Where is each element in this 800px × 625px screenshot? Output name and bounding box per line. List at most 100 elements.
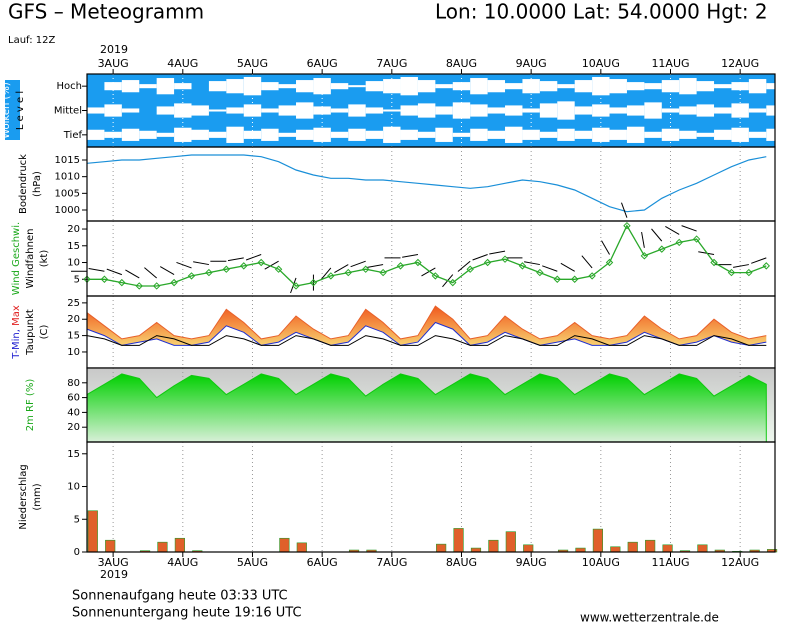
cloud-cover: [487, 107, 506, 114]
precip-bar: [279, 537, 290, 553]
axis-label-part: (mm): [32, 483, 43, 510]
panel-frame: [86, 295, 776, 369]
x-tick-label: 12AUG: [721, 57, 759, 70]
wind-barb: [144, 267, 157, 279]
cloud-cover: [714, 84, 732, 89]
wind-point: [379, 268, 387, 277]
axis-label-part: Bodendruck: [18, 154, 29, 214]
cloud-cover: [557, 84, 575, 89]
cloud-cover: [243, 77, 262, 96]
y-tick-label: 25: [67, 298, 80, 309]
precip-bar: [174, 537, 185, 553]
y-tick-label: 10: [67, 482, 80, 493]
cloud-cover: [609, 129, 627, 140]
axis-label-part: (kt): [39, 250, 50, 268]
wind-point: [100, 275, 109, 283]
cloud-cover: [348, 104, 366, 117]
wind-barb: [698, 251, 715, 256]
axis-label: (kt): [39, 250, 50, 268]
y-tick-label: 40: [67, 407, 80, 418]
cloud-cover: [156, 106, 175, 115]
cloud-cover: [470, 104, 488, 117]
wind-point: [640, 252, 649, 260]
wind-barb: [264, 260, 279, 270]
x-tick-label: 6AUG: [307, 556, 338, 569]
axis-label: Wolken (%): [1, 82, 12, 139]
wind-point: [135, 282, 143, 290]
y-tick-label: 20: [67, 314, 80, 325]
wind-barb: [601, 240, 610, 255]
x-tick-label: 3AUG: [98, 57, 129, 70]
cloud-cover: [714, 107, 732, 114]
wind-point: [501, 255, 509, 263]
y-tick-label: 5: [74, 274, 80, 285]
cloud-cover: [208, 109, 227, 112]
wind-barb: [245, 254, 262, 261]
axis-label: (hPa): [32, 171, 43, 197]
cloud-cover: [748, 79, 767, 94]
cloud-cover: [731, 103, 749, 118]
cloud-cover: [174, 127, 192, 142]
wind-barb: [472, 254, 488, 261]
cloud-cover: [696, 132, 715, 137]
cloud-cover: [278, 132, 297, 137]
run: Lauf: 12Z: [8, 35, 55, 46]
cloud-cover: [522, 129, 540, 140]
wind-point: [518, 262, 527, 270]
wind-point: [361, 265, 370, 273]
cloud-cover: [383, 126, 401, 143]
y-tick-label: 20: [67, 224, 80, 235]
precip-bar: [87, 510, 98, 553]
y-tick-label: 5: [74, 514, 80, 525]
cloud-cover: [121, 80, 140, 93]
location: Lon: 10.0000 Lat: 54.0000 Hgt: 2: [435, 0, 768, 24]
cloud-cover: [87, 107, 105, 114]
cloud-cover: [296, 80, 314, 93]
cloud-cover: [696, 104, 715, 117]
cloud-cover: [731, 82, 749, 91]
wind-point: [187, 272, 196, 280]
cloud-cover: [278, 84, 297, 89]
wind-barb: [681, 225, 697, 232]
panel-frame: [86, 441, 776, 553]
cloud-cover: [330, 131, 349, 138]
wind-point: [466, 265, 474, 273]
cloud-cover: [435, 106, 453, 115]
cloud-cover: [748, 108, 767, 113]
precip-bar: [453, 528, 464, 553]
temperature-line: [86, 321, 767, 346]
level-label: Mittel: [54, 106, 82, 117]
cloud-cover: [365, 107, 384, 114]
cloud-cover: [400, 129, 418, 140]
cloud-cover: [696, 81, 715, 92]
y-tick-label: 10: [67, 258, 80, 269]
year-bottom: 2019: [100, 568, 128, 581]
cloud-cover: [574, 80, 593, 93]
cloud-cover: [435, 84, 453, 89]
x-tick-label: 6AUG: [307, 57, 338, 70]
wind-barb: [350, 260, 366, 268]
axis-label-part: L e v e l: [15, 91, 26, 130]
cloud-cover: [87, 129, 105, 140]
y-tick-label: 1000: [55, 205, 80, 216]
y-tick-label: 1010: [55, 172, 80, 183]
wind-point: [274, 265, 283, 273]
wind-barb: [524, 261, 540, 266]
wind-barb: [457, 260, 471, 272]
cloud-cover: [417, 103, 436, 118]
cloud-cover: [626, 126, 645, 143]
title: GFS – Meteogramm: [8, 0, 204, 24]
cloud-cover: [679, 130, 697, 139]
cloud-cover: [261, 82, 279, 91]
x-tick-label: 9AUG: [516, 556, 547, 569]
cloud-cover: [487, 130, 506, 139]
precip-bar: [157, 541, 168, 553]
wind-point: [449, 278, 457, 287]
cloud-cover: [644, 83, 662, 90]
x-tick-label: 7AUG: [376, 556, 407, 569]
wind-point: [170, 278, 178, 287]
pressure-line: [86, 154, 767, 213]
level-label: Tief: [63, 130, 83, 141]
cloud-cover: [748, 131, 767, 138]
